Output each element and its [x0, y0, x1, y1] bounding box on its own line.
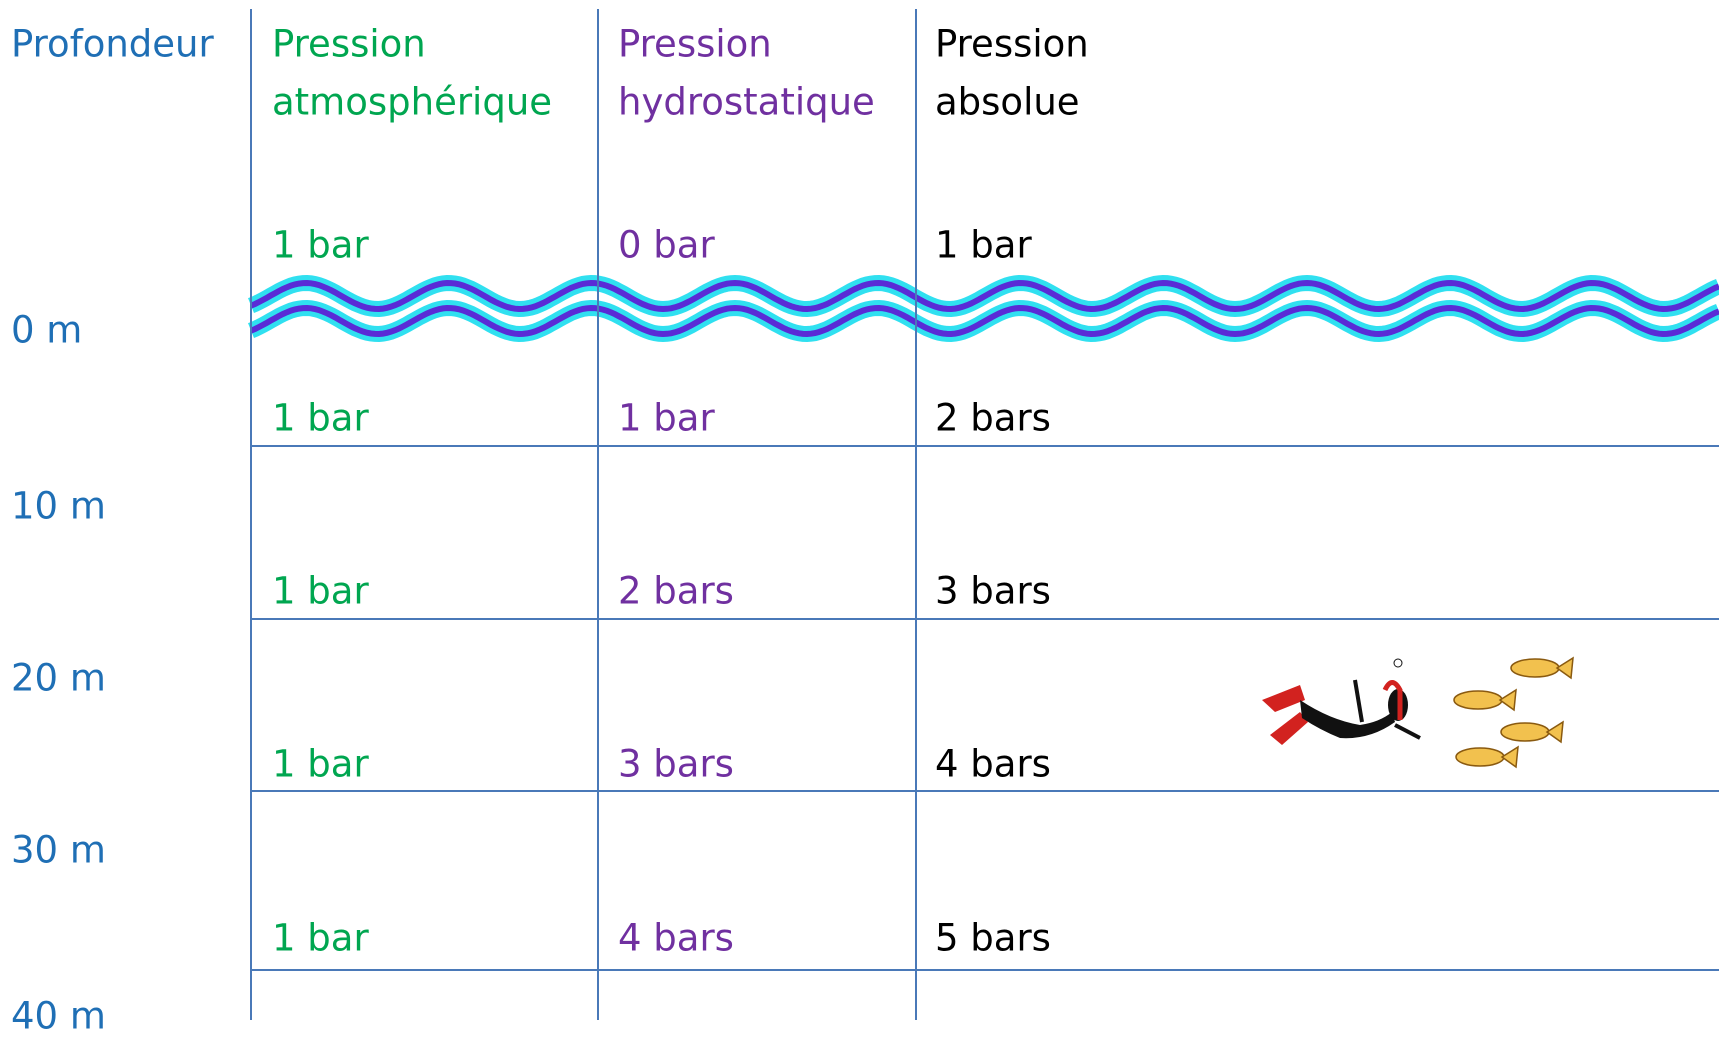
absolute-pressure: 2 bars — [935, 397, 1051, 440]
hydrostatic-pressure: 2 bars — [618, 570, 734, 613]
atmospheric-pressure: 1 bar — [272, 917, 369, 960]
depth-label: 30 m — [11, 829, 106, 872]
fish — [1455, 747, 1505, 767]
fish-tail — [1555, 656, 1574, 680]
absolute-pressure: 4 bars — [935, 743, 1051, 786]
depth-label: 0 m — [11, 309, 82, 352]
atmospheric-pressure: 1 bar — [272, 397, 369, 440]
hydrostatic-pressure: 0 bar — [618, 224, 715, 267]
fish-tail — [1498, 688, 1517, 712]
fin — [1262, 685, 1305, 712]
absolute-pressure: 1 bar — [935, 224, 1032, 267]
header-hydrostatic: Pression — [618, 23, 772, 66]
fish — [1510, 658, 1560, 678]
wave — [249, 279, 1719, 313]
header-atmospheric: atmosphérique — [272, 81, 552, 124]
atmospheric-pressure: 1 bar — [272, 743, 369, 786]
depth-label: 20 m — [11, 657, 106, 700]
depth-label: 10 m — [11, 485, 106, 528]
diver-body — [1300, 700, 1395, 739]
fish-school — [1453, 656, 1574, 769]
fish — [1453, 690, 1503, 710]
header-hydrostatic: hydrostatique — [618, 81, 875, 124]
header-absolute: absolue — [935, 81, 1080, 124]
wave — [249, 304, 1719, 338]
atmospheric-pressure: 1 bar — [272, 224, 369, 267]
fish — [1500, 722, 1550, 742]
hydrostatic-pressure: 3 bars — [618, 743, 734, 786]
fish-tail — [1545, 720, 1564, 744]
snorkel — [1382, 680, 1403, 720]
header-absolute: Pression — [935, 23, 1089, 66]
hydrostatic-pressure: 1 bar — [618, 397, 715, 440]
atmospheric-pressure: 1 bar — [272, 570, 369, 613]
water-surface — [248, 274, 1719, 343]
diver-illustration — [1262, 658, 1421, 745]
depth-label: 40 m — [11, 995, 106, 1038]
fish-tail — [1500, 745, 1519, 769]
absolute-pressure: 5 bars — [935, 917, 1051, 960]
fin — [1270, 712, 1308, 745]
header-depth: Profondeur — [11, 23, 215, 66]
hydrostatic-pressure: 4 bars — [618, 917, 734, 960]
header-atmospheric: Pression — [272, 23, 426, 66]
bubble — [1393, 658, 1403, 668]
arm — [1394, 723, 1421, 740]
arm — [1353, 679, 1364, 723]
absolute-pressure: 3 bars — [935, 570, 1051, 613]
